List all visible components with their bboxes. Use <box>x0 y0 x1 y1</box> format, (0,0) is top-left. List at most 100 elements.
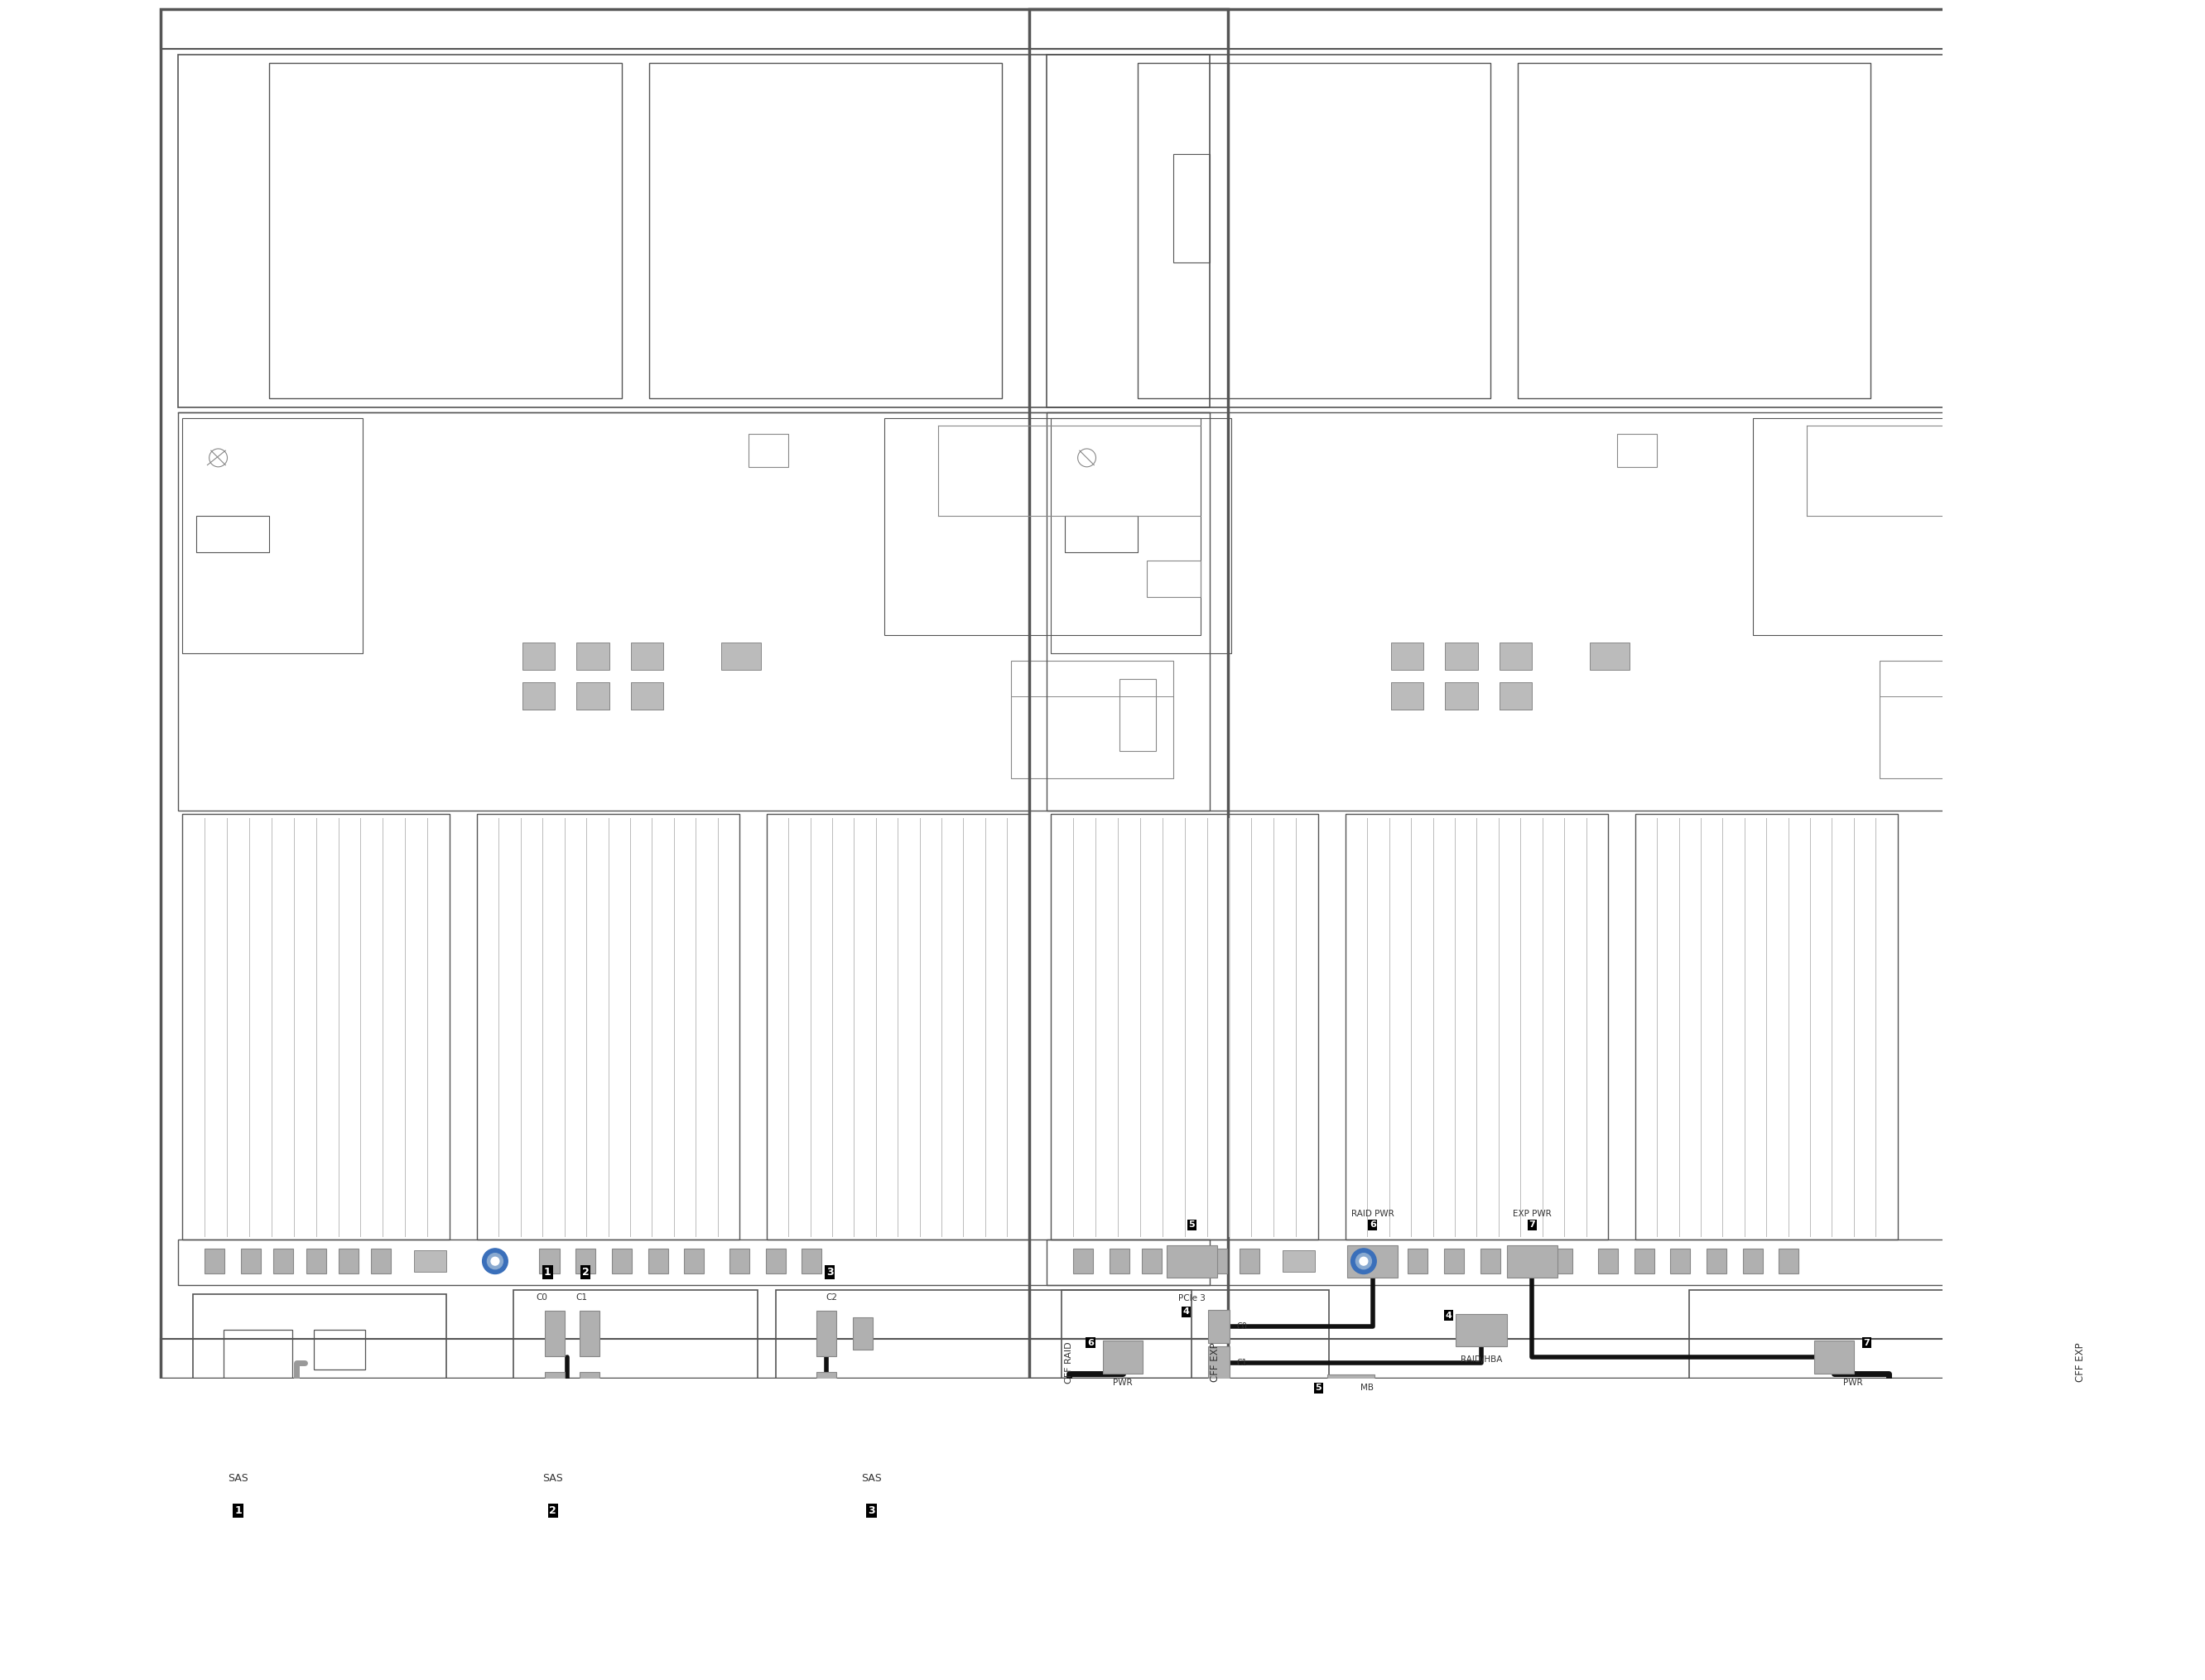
Bar <box>415 1250 445 1272</box>
Circle shape <box>1352 1248 1376 1273</box>
Bar <box>223 1331 293 1399</box>
Text: CFF EXP: CFF EXP <box>2075 1342 2086 1383</box>
Bar <box>1444 1248 1464 1273</box>
Bar <box>1552 1248 1572 1273</box>
Bar <box>604 1443 639 1458</box>
Bar <box>1634 1248 1654 1273</box>
Bar <box>1671 1248 1691 1273</box>
Text: 3: 3 <box>869 1505 875 1517</box>
Text: C2: C2 <box>827 1294 838 1302</box>
Bar <box>545 1310 564 1356</box>
Bar <box>540 1248 560 1273</box>
Bar <box>476 815 739 1240</box>
Text: CFF EXP: CFF EXP <box>1211 1342 1222 1383</box>
Bar <box>1989 679 2024 751</box>
Bar <box>576 682 609 709</box>
Bar <box>1142 1248 1162 1273</box>
Text: PWR: PWR <box>1843 1379 1863 1388</box>
Text: 2: 2 <box>582 1267 589 1277</box>
Circle shape <box>1360 1257 1367 1265</box>
Text: 3: 3 <box>827 1267 833 1277</box>
Bar <box>179 1240 1211 1285</box>
Bar <box>1753 418 2068 635</box>
Bar <box>179 54 1211 407</box>
Bar <box>269 64 622 398</box>
Bar <box>1753 1453 2064 1680</box>
Bar <box>884 418 1202 635</box>
Bar <box>580 1371 600 1404</box>
Text: SAS: SAS <box>227 1473 249 1483</box>
Bar <box>287 1443 324 1458</box>
Bar <box>1409 1248 1429 1273</box>
Bar <box>240 1248 260 1273</box>
Bar <box>1444 642 1477 670</box>
Bar <box>747 433 787 467</box>
Bar <box>1102 1341 1142 1373</box>
Bar <box>161 1339 1228 1379</box>
Text: MB: MB <box>1360 1384 1374 1393</box>
Text: 2: 2 <box>549 1505 556 1517</box>
Bar <box>1879 660 2042 778</box>
Bar <box>576 1248 595 1273</box>
Bar <box>1590 642 1629 670</box>
Bar <box>1499 642 1532 670</box>
Bar <box>306 1248 326 1273</box>
Text: 6: 6 <box>1087 1339 1094 1347</box>
Bar <box>1010 660 1173 778</box>
Bar <box>1327 1374 1374 1401</box>
Bar <box>183 815 450 1240</box>
Bar <box>1283 1250 1314 1272</box>
Bar <box>1173 155 1211 262</box>
Text: 5: 5 <box>1188 1221 1195 1230</box>
Bar <box>816 1310 836 1356</box>
Bar <box>523 682 556 709</box>
Bar <box>183 418 364 654</box>
Bar <box>721 642 761 670</box>
Text: 7: 7 <box>1528 1221 1535 1230</box>
Bar <box>611 1248 631 1273</box>
Bar <box>1061 1290 1330 1435</box>
Bar <box>631 682 664 709</box>
Bar <box>1074 1248 1094 1273</box>
Bar <box>2015 561 2068 596</box>
Bar <box>370 1248 390 1273</box>
Text: 7: 7 <box>1863 1339 1870 1347</box>
Bar <box>1030 8 2097 1379</box>
Bar <box>1138 64 1491 398</box>
Bar <box>648 1248 668 1273</box>
Bar <box>179 413 1211 811</box>
Bar <box>1405 1453 1715 1680</box>
Bar <box>340 1248 359 1273</box>
Bar <box>1391 682 1424 709</box>
Bar <box>1065 516 1138 553</box>
Bar <box>1166 1245 1217 1277</box>
Bar <box>1779 1248 1799 1273</box>
Bar <box>853 1317 873 1349</box>
Bar <box>765 1248 785 1273</box>
Bar <box>1109 1248 1129 1273</box>
Bar <box>1815 1341 1854 1373</box>
Text: C1: C1 <box>1237 1359 1248 1366</box>
Bar <box>631 682 664 709</box>
Bar <box>523 682 556 709</box>
Text: 4: 4 <box>1184 1307 1188 1315</box>
Bar <box>1517 1248 1537 1273</box>
Bar <box>827 1453 1142 1680</box>
Text: C0: C0 <box>536 1294 547 1302</box>
Bar <box>1444 682 1477 709</box>
Bar <box>730 1248 750 1273</box>
Bar <box>161 8 1228 49</box>
Bar <box>1208 1346 1230 1379</box>
Bar <box>1061 1453 1374 1680</box>
Bar <box>1175 1248 1195 1273</box>
Bar <box>776 1290 1191 1435</box>
Bar <box>1208 1310 1230 1342</box>
Bar <box>1050 418 1233 654</box>
Bar <box>576 642 609 670</box>
Bar <box>273 1248 293 1273</box>
Bar <box>514 1290 759 1435</box>
Text: PWR: PWR <box>1114 1379 1133 1388</box>
Text: 1: 1 <box>545 1267 551 1277</box>
Bar <box>545 1371 564 1404</box>
Text: SAS: SAS <box>862 1473 882 1483</box>
